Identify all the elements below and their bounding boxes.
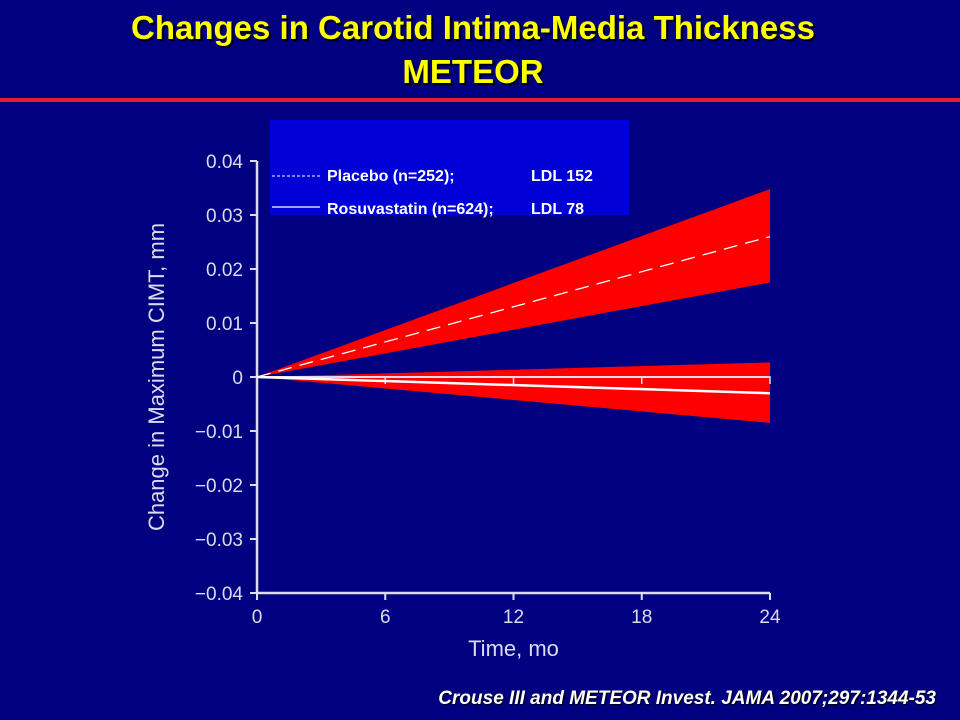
y-axis-ticks: 0.04 0.03 0.02 0.01 0 −0.01 −0.02 −0.03 −0.04 [195, 152, 257, 605]
x-axis-ticks: 0 6 12 18 24 [252, 376, 781, 628]
chart-legend: Placebo (n=252); LDL 152 Rosuvastatin (n… [270, 120, 629, 218]
y-axis-label: Change in Maximum CIMT, mm [144, 223, 169, 531]
x-tick-label: 0 [252, 607, 263, 628]
y-tick-label: −0.04 [195, 584, 244, 605]
legend-label-placebo: Placebo (n=252); [327, 168, 455, 185]
confidence-band-rosuvastatin [257, 362, 770, 423]
x-tick-label: 12 [503, 607, 524, 628]
slide-title-line-2: METEOR [402, 53, 544, 90]
y-tick-label: 0 [232, 368, 243, 389]
series-line-placebo [256, 235, 771, 378]
citation: Crouse III and METEOR Invest. JAMA 2007;… [438, 688, 936, 709]
series-line-rosuvastatin [256, 375, 771, 395]
legend-ldl-rosuvastatin: LDL 78 [531, 201, 584, 218]
y-tick-label: 0.04 [206, 152, 243, 173]
legend-label-rosuvastatin: Rosuvastatin (n=624); [327, 201, 494, 218]
y-tick-label: −0.01 [195, 422, 243, 443]
y-tick-label: 0.01 [206, 314, 243, 335]
confidence-bands [257, 189, 770, 423]
x-tick-label: 18 [631, 607, 652, 628]
y-tick-label: −0.03 [195, 530, 243, 551]
y-tick-label: −0.02 [195, 476, 243, 497]
series-lines [256, 235, 771, 395]
confidence-band-placebo [257, 189, 770, 377]
x-axis-label: Time, mo [468, 636, 559, 661]
slide-title-line-1: Changes in Carotid Intima-Media Thicknes… [131, 9, 815, 46]
y-tick-label: 0.03 [206, 206, 243, 227]
x-tick-label: 24 [759, 607, 781, 628]
title-rule [0, 98, 960, 102]
legend-ldl-placebo: LDL 152 [531, 168, 593, 185]
x-tick-label: 6 [380, 607, 391, 628]
y-tick-label: 0.02 [206, 260, 243, 281]
legend-box [270, 120, 629, 215]
